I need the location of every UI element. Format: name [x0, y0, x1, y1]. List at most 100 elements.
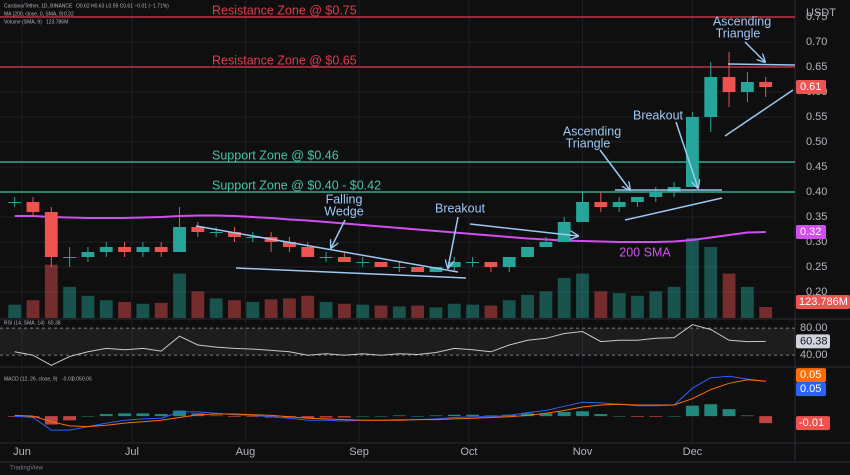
candle-body — [631, 197, 644, 202]
macd-histogram-bar — [667, 416, 681, 417]
rsi-line — [14, 324, 766, 366]
rsi-value: 60.38 — [48, 320, 61, 326]
arrow — [448, 216, 459, 268]
macd-legend-value: 0.05 — [72, 376, 82, 382]
wedge-upper — [195, 225, 459, 273]
volume-bar — [759, 306, 773, 318]
arrow — [675, 121, 698, 188]
annotation: Falling — [326, 192, 363, 206]
price-badge — [796, 80, 826, 94]
candle-body — [26, 202, 40, 212]
macd-histogram-bar — [173, 410, 186, 417]
price-badge-label: 0.32 — [800, 226, 821, 238]
candle-body — [649, 192, 663, 197]
annotation: Ascending — [713, 14, 771, 28]
arrow — [744, 41, 765, 62]
volume-bar — [502, 300, 516, 318]
macd-histogram-bar — [136, 413, 150, 417]
y-tick-label: 0.55 — [806, 111, 827, 123]
volume-bar — [722, 273, 736, 318]
triangle-bottom — [624, 197, 723, 221]
macd-histogram-bar — [392, 415, 406, 417]
volume-bar — [209, 298, 223, 318]
macd-histogram-bar — [246, 416, 260, 417]
currency-label: USDT — [806, 7, 836, 19]
volume-bar — [81, 295, 95, 318]
price-badge-label: 0.61 — [800, 81, 821, 93]
volume-bar — [649, 291, 663, 318]
y-tick-label: 0.35 — [806, 211, 827, 223]
candle-body — [447, 262, 461, 267]
price-badge — [796, 225, 826, 239]
candle-body — [319, 257, 333, 258]
macd-histogram-bar — [118, 413, 131, 417]
candle-body — [44, 212, 58, 257]
y-tick-label: 0.45 — [806, 161, 827, 173]
candle-body — [521, 247, 534, 257]
macd-histogram-bar — [484, 415, 498, 417]
annotation: Wedge — [324, 204, 363, 218]
volume-bar — [264, 299, 278, 318]
volume-bar — [173, 273, 186, 318]
volume-bar — [612, 293, 626, 318]
triangle-top — [727, 63, 796, 66]
macd-histogram-bar — [740, 415, 754, 417]
annotations: Falling Wedge Breakout Ascending Triangl… — [324, 14, 771, 259]
volume-bar — [26, 300, 40, 318]
macd-histogram-bar — [521, 413, 534, 417]
volume-bar — [539, 291, 553, 318]
candle-body — [63, 257, 77, 258]
volume-bar — [136, 303, 150, 318]
candle-body — [484, 262, 498, 267]
macd-histogram-bar — [99, 414, 113, 417]
candle-body — [429, 267, 443, 272]
annotation: 200 SMA — [619, 245, 671, 259]
macd-histogram-bar — [356, 416, 370, 417]
price-badge-label: 0.05 — [800, 383, 821, 395]
macd-histogram-bar — [539, 413, 553, 417]
candle-body — [246, 237, 260, 238]
volume-badge — [796, 294, 850, 309]
y-tick-label: 0.50 — [806, 136, 827, 148]
volume-bar — [63, 286, 77, 318]
candle-body — [466, 262, 480, 263]
candle-body — [411, 267, 425, 272]
price-badge — [796, 382, 826, 397]
zone-label: Resistance Zone @ $0.65 — [212, 53, 357, 67]
volume-bar — [154, 302, 168, 318]
candle-body — [337, 257, 351, 262]
volume-bar — [337, 303, 351, 318]
macd-histogram-bar — [557, 411, 571, 417]
rsi-badge — [796, 334, 830, 349]
candle-body — [557, 222, 571, 242]
arrow — [599, 149, 630, 190]
macd-histogram-bar — [704, 404, 718, 417]
price-badge-label: -0.01 — [799, 417, 824, 429]
volume-bar — [44, 264, 58, 318]
candle-body — [283, 242, 296, 247]
macd-histogram-bar — [429, 415, 443, 417]
macd-histogram-bar — [63, 416, 77, 421]
volume-bar — [594, 291, 608, 318]
candle-body — [118, 247, 131, 252]
plot-layer — [0, 0, 795, 442]
macd-histogram-bar — [411, 416, 425, 417]
macd-histogram-bar — [594, 414, 608, 417]
volume-bar — [484, 305, 498, 318]
volume-bar — [392, 306, 406, 318]
candle-body — [356, 262, 370, 263]
volume-bar — [447, 303, 461, 318]
watermark: TradingView — [10, 466, 44, 472]
x-tick-label: Jul — [125, 446, 139, 458]
annotation: Triangle — [566, 136, 611, 150]
macd-legend: MACD (12, 26, close, 9) — [4, 376, 58, 382]
macd-histogram-bar — [649, 416, 663, 417]
zone-label: Support Zone @ $0.46 — [212, 148, 339, 162]
candle-body — [612, 202, 626, 207]
macd-histogram-bar — [319, 416, 333, 418]
candle-body — [594, 202, 608, 207]
macd-histogram-bar — [686, 405, 699, 417]
candle-body — [228, 232, 241, 237]
y-tick-label: 0.25 — [806, 261, 827, 273]
